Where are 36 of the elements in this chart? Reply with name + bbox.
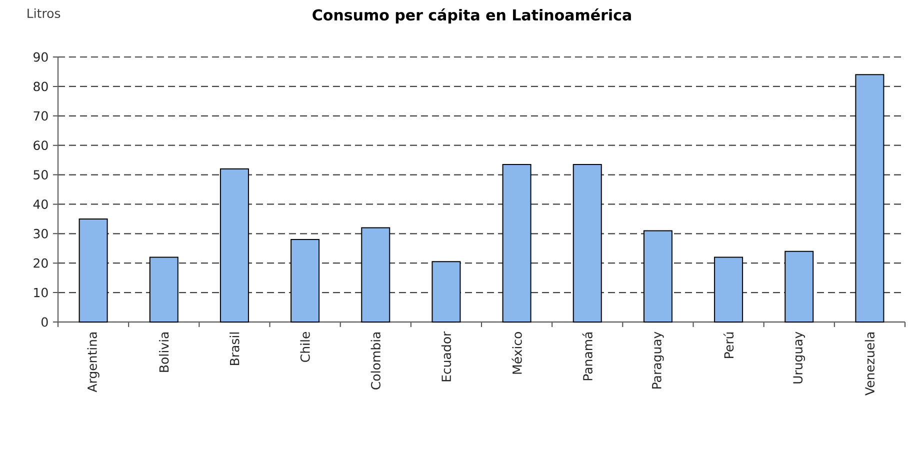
y-tick-label: 40 [33,199,48,209]
y-tick-label: 20 [34,258,48,268]
y-tick-label: 30 [34,228,48,238]
bar [361,227,390,322]
bar [290,239,320,322]
x-tick-label: Brasil [230,332,240,365]
y-tick-label: 50 [34,170,48,180]
y-tick-label: 0 [42,317,48,327]
x-tick-label: Panamá [582,332,592,380]
x-tick-label: Argentina [87,332,100,392]
y-tick-label: 70 [34,111,48,121]
bar [220,168,249,322]
x-tick-label: Colombia [370,332,380,390]
bar [432,261,461,322]
x-tick-label: Bolivia [159,332,169,372]
bar [502,164,532,322]
chart-title: Consumo per cápita en Latinoamérica [312,8,631,24]
x-tick-label: Paraguay [652,332,664,388]
bar [78,218,108,322]
x-tick-label: Venezuela [864,332,875,396]
x-tick-label: Ecuador [441,331,452,382]
x-tick-label: México [512,332,522,374]
y-axis-title: Litros [28,8,60,18]
x-tick-label: Uruguay [793,332,805,384]
bar [855,74,884,322]
y-tick-label: 80 [34,82,48,92]
bar [572,164,602,322]
y-tick-label: 10 [34,288,48,298]
y-tick-label: 90 [34,52,48,62]
x-tick-label: Perú [723,332,734,358]
y-tick-label: 60 [34,140,48,150]
bar [784,250,814,322]
bar [149,256,178,322]
x-tick-label: Chile [300,332,310,362]
bar [643,230,672,322]
bar [714,256,744,322]
